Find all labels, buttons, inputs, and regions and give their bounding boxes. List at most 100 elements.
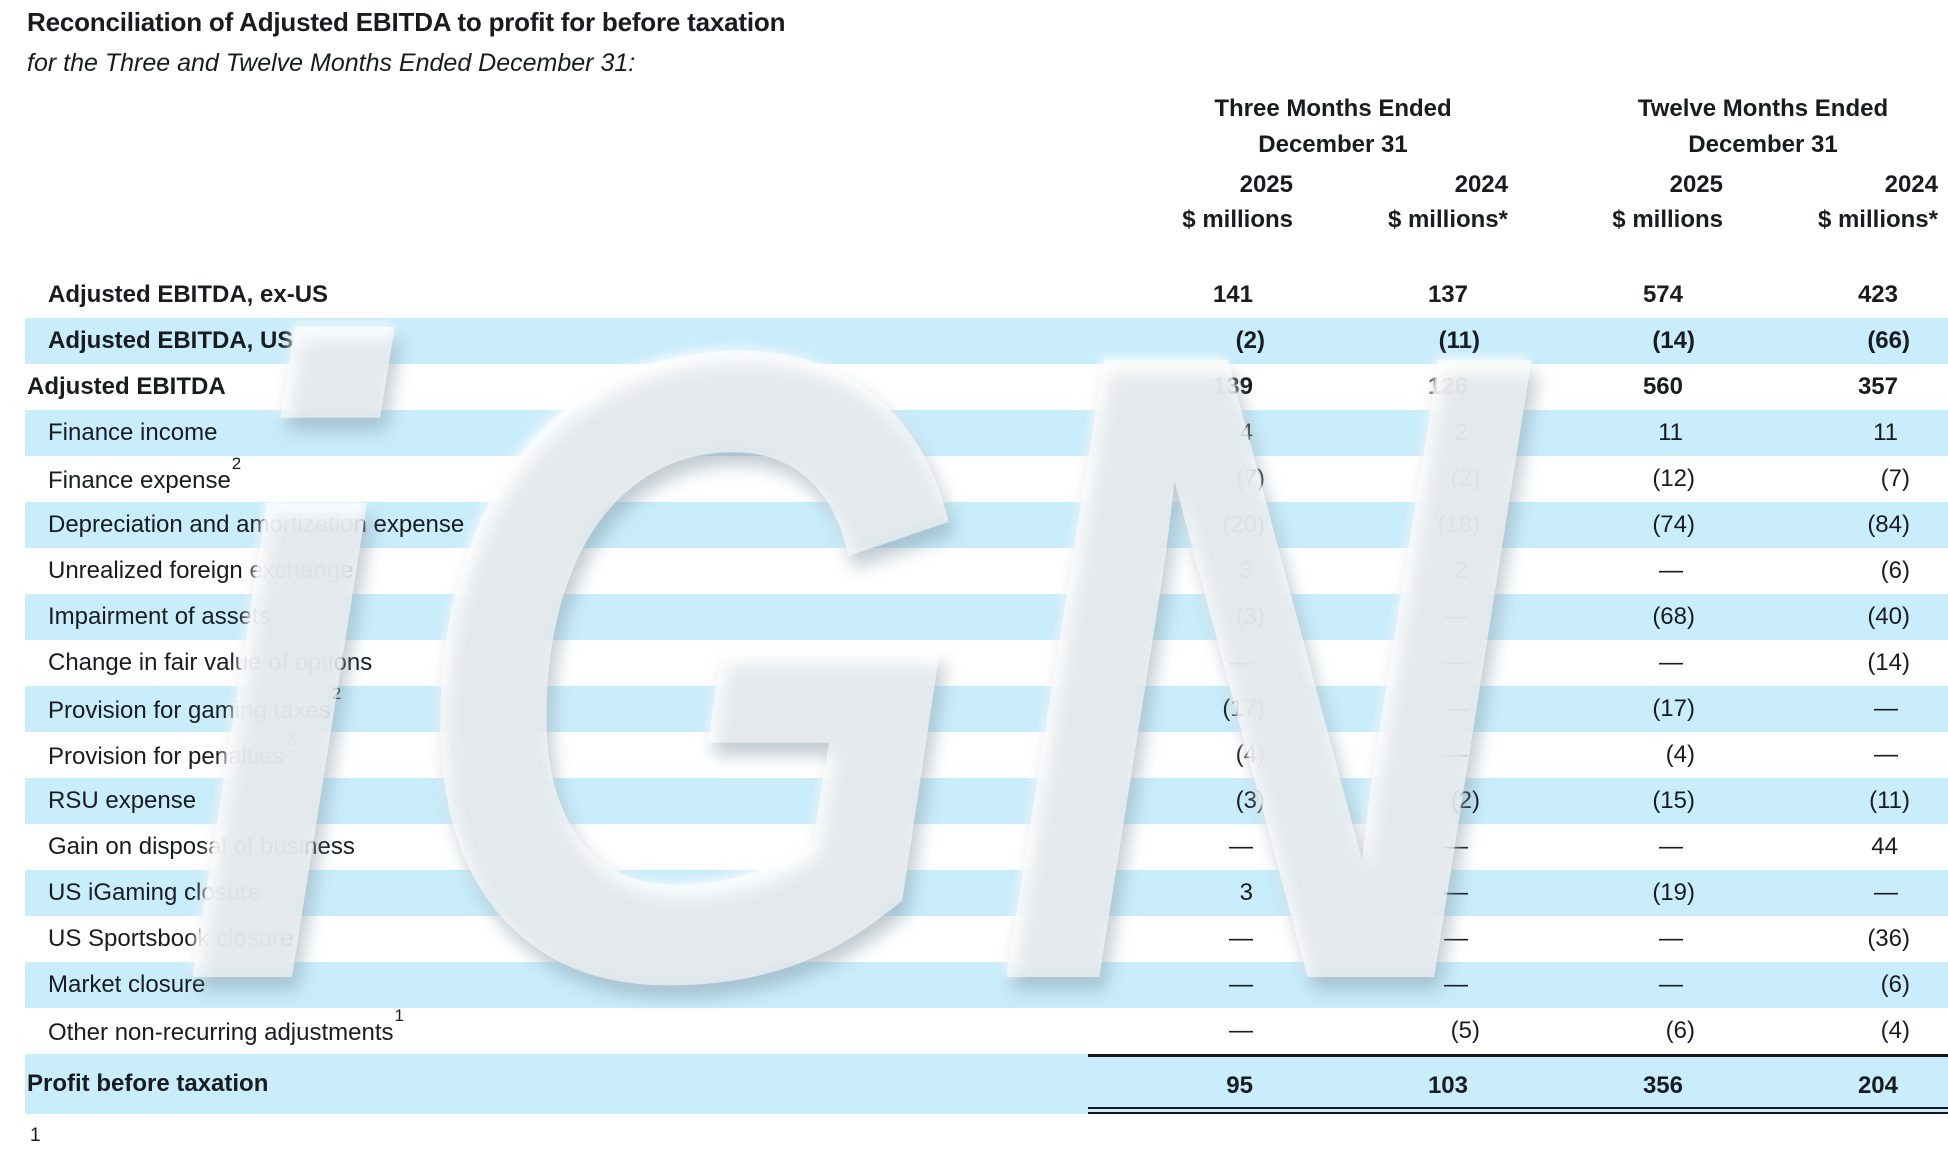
table-row: US iGaming closure 3 — (19) — <box>25 870 1948 916</box>
table-row: US Sportsbook closure — — — (36) <box>25 916 1948 962</box>
column-year: 2024 <box>1884 171 1938 198</box>
table-row: Change in fair value of options — — — (14) <box>25 640 1948 686</box>
label-column-spacer <box>0 202 1088 237</box>
row-values: (2) (11) (14) (66) <box>1088 327 1948 355</box>
table-row: Adjusted EBITDA, ex-US 141 137 574 423 <box>25 272 1948 318</box>
value-cell: (4) <box>1235 741 1265 768</box>
table-row-total: Profit before taxation 95 103 356 204 <box>25 1054 1948 1114</box>
value-cell: 141 <box>1212 281 1253 308</box>
row-label: RSU expense <box>48 787 197 814</box>
value-cell: — <box>1229 925 1253 952</box>
value-cell: — <box>1659 925 1683 952</box>
value-cell: 3 <box>1239 557 1253 584</box>
value-cell: — <box>1444 603 1468 630</box>
value-cell: — <box>1444 925 1468 952</box>
column-year: 2024 <box>1454 171 1508 198</box>
row-label: Change in fair value of options <box>48 649 373 676</box>
row-label: US Sportsbook closure <box>48 925 294 952</box>
value-cell: (84) <box>1867 511 1910 538</box>
row-values: (3) — (68) (40) <box>1088 603 1948 631</box>
row-label: Gain on disposal of business <box>48 833 355 860</box>
column-year: 2025 <box>1239 171 1293 198</box>
column-unit: $ millions* <box>1387 206 1508 233</box>
page-title: Reconciliation of Adjusted EBITDA to pro… <box>27 7 786 37</box>
value-cell: (68) <box>1652 603 1695 630</box>
value-cell: 4 <box>1239 419 1253 446</box>
value-cell: (20) <box>1222 511 1265 538</box>
row-label: Other non-recurring adjustments1 <box>48 1005 404 1046</box>
value-cell: (6) <box>1665 1017 1695 1044</box>
value-cell: (74) <box>1652 511 1695 538</box>
row-label: Adjusted EBITDA, US <box>48 327 294 354</box>
column-group-twelve-months: Twelve Months Ended December 31 <box>1548 91 1948 163</box>
value-cell: (40) <box>1867 603 1910 630</box>
value-cell: 11 <box>1658 419 1683 446</box>
year-headers: 2025 2024 2025 2024 <box>1088 167 1948 202</box>
row-label: Impairment of assets <box>48 603 271 630</box>
value-cell: 44 <box>1871 833 1898 860</box>
column-group-three-months: Three Months Ended December 31 <box>1118 91 1548 163</box>
group-line2: December 31 <box>1688 131 1838 158</box>
label-column-spacer <box>0 167 1088 202</box>
value-cell: — <box>1874 695 1898 722</box>
value-cell: — <box>1659 971 1683 998</box>
value-cell: 574 <box>1642 281 1683 308</box>
value-cell: — <box>1659 649 1683 676</box>
table-row: Gain on disposal of business — — — 44 <box>25 824 1948 870</box>
row-values: 141 137 574 423 <box>1088 281 1948 309</box>
value-cell: — <box>1229 833 1253 860</box>
table-header: Three Months Ended December 31 Twelve Mo… <box>0 91 1948 237</box>
year-header-row: 2025 2024 2025 2024 <box>0 167 1948 202</box>
row-values: (17) — (17) — <box>1088 695 1948 723</box>
table-row: Finance expense2 (7) (2) (12) (7) <box>25 453 1948 502</box>
value-cell: (4) <box>1880 1017 1910 1044</box>
value-cell: 423 <box>1857 281 1898 308</box>
unit-headers: $ millions $ millions* $ millions $ mill… <box>1088 202 1948 237</box>
row-label: Provision for gaming taxes2 <box>48 683 342 724</box>
value-cell: — <box>1659 557 1683 584</box>
table-row: Provision for gaming taxes2 (17) — (17) — <box>25 683 1948 732</box>
footnote-reference: 2 <box>231 453 242 473</box>
row-values: (20) (18) (74) (84) <box>1088 511 1948 539</box>
value-cell: 103 <box>1427 1071 1468 1099</box>
row-values: 3 — (19) — <box>1088 879 1948 907</box>
table-row: Unrealized foreign exchange 3 2 — (6) <box>25 548 1948 594</box>
value-cell: (17) <box>1222 695 1265 722</box>
value-cell: (2) <box>1450 465 1480 492</box>
table-row: Adjusted EBITDA 139 126 560 357 <box>25 364 1948 410</box>
value-cell: 139 <box>1212 373 1253 400</box>
footnote-reference: 2 <box>331 683 342 703</box>
value-cell: (6) <box>1880 557 1910 584</box>
value-cell: — <box>1444 741 1468 768</box>
value-cell: (15) <box>1652 787 1695 814</box>
value-cell: (3) <box>1235 787 1265 814</box>
row-values: — (5) (6) (4) <box>1088 1017 1948 1045</box>
value-cell: (19) <box>1652 879 1695 906</box>
value-cell: — <box>1229 971 1253 998</box>
value-cell: 560 <box>1642 373 1683 400</box>
footnote-reference: 2 <box>285 729 295 749</box>
value-cell: — <box>1444 695 1468 722</box>
unit-header-row: $ millions $ millions* $ millions $ mill… <box>0 202 1948 237</box>
footnote-marker: 1 <box>30 1125 41 1146</box>
column-year: 2025 <box>1669 171 1723 198</box>
row-label: Profit before taxation <box>27 1070 269 1097</box>
value-cell: 126 <box>1427 373 1468 400</box>
column-unit: $ millions <box>1182 206 1293 233</box>
row-values: 95 103 356 204 <box>1088 1054 1948 1114</box>
row-values: — — — (6) <box>1088 971 1948 999</box>
footnote-reference: 1 <box>394 1005 404 1025</box>
row-values: (4) — (4) — <box>1088 741 1948 769</box>
table-row: Depreciation and amortization expense (20… <box>25 502 1948 548</box>
value-cell: 95 <box>1226 1071 1253 1099</box>
value-cell: — <box>1444 833 1468 860</box>
value-cell: (2) <box>1450 787 1480 814</box>
table-body: Adjusted EBITDA, ex-US 141 137 574 423 Adjust… <box>0 272 1948 1114</box>
value-cell: 356 <box>1642 1071 1683 1099</box>
reconciliation-page: Reconciliation of Adjusted EBITDA to pro… <box>0 6 1948 1146</box>
row-values: — — — (36) <box>1088 925 1948 953</box>
column-groups: Three Months Ended December 31 Twelve Mo… <box>1088 91 1948 163</box>
group-line1: Three Months Ended <box>1214 95 1452 122</box>
row-label: US iGaming closure <box>48 879 262 906</box>
table-row: Adjusted EBITDA, US (2) (11) (14) (66) <box>25 318 1948 364</box>
